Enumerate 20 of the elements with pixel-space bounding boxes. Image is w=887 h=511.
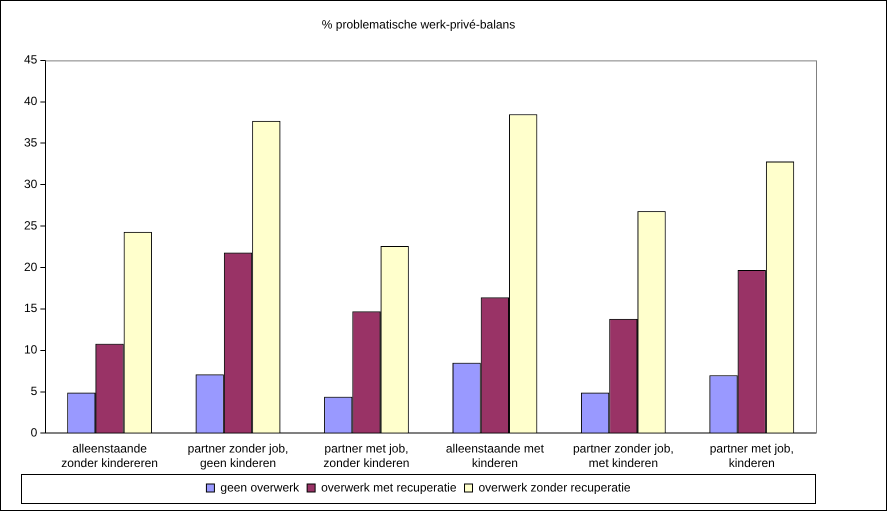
- x-tick-label: alleenstaande zonder kindereren: [61, 442, 158, 470]
- x-tick-label: alleenstaande met kinderen: [446, 442, 545, 470]
- y-tick-label: 35: [24, 136, 38, 150]
- x-tick-label: partner zonder job, geen kinderen: [188, 442, 288, 470]
- y-tick-label: 25: [24, 218, 38, 232]
- y-tick-label: 10: [24, 342, 38, 357]
- x-tick-label: partner met job, zonder kinderen: [323, 442, 410, 470]
- y-tick-label: 5: [30, 384, 38, 398]
- x-tick-label: partner met job, kinderen: [710, 442, 794, 470]
- y-tick-label: 15: [24, 301, 38, 316]
- y-tick-label: 45: [24, 52, 38, 67]
- y-tick-label: 0: [30, 426, 38, 440]
- legend-label: overwerk zonder recuperatie: [478, 480, 631, 494]
- y-tick-label: 30: [24, 176, 38, 191]
- y-tick-label: 40: [24, 94, 38, 108]
- chart-title: % problematische werk-privé-balans: [322, 18, 516, 32]
- legend-label: geen overwerk: [220, 480, 300, 494]
- x-tick-label: partner zonder job, met kinderen: [572, 442, 674, 470]
- legend-label: overwerk met recuperatie: [321, 480, 457, 494]
- y-tick-label: 20: [24, 260, 38, 274]
